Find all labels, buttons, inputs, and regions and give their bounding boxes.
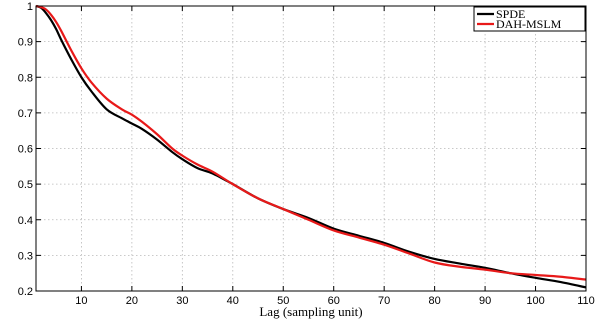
y-tick-label: 0.8: [18, 72, 33, 84]
series-line-dah-mslm: [35, 4, 587, 281]
x-tick-label: 60: [328, 295, 340, 307]
y-tick-label: 0.5: [18, 179, 33, 191]
ticks: 10 20 30 40 50 60 70 80 90 100 110 0.2 0.3 0.4 0.5 0.6 0…: [18, 1, 595, 307]
y-tick-label: 0.4: [18, 215, 33, 227]
x-tick-label: 30: [176, 295, 188, 307]
y-tick-label: 1: [27, 1, 33, 13]
x-tick-label: 20: [126, 295, 138, 307]
legend-label: DAH-MSLM: [496, 17, 562, 31]
x-tick-label: 80: [428, 295, 440, 307]
y-tick-label: 0.6: [18, 144, 33, 156]
y-tick-label: 0.3: [18, 250, 33, 262]
series-group: [35, 4, 587, 289]
x-axis-label: Lag (sampling unit): [259, 304, 362, 319]
legend-label: SPDE: [496, 7, 525, 21]
legend-box: [473, 6, 586, 32]
x-tick-label: 90: [479, 295, 491, 307]
y-tick-label: 0.7: [18, 108, 33, 120]
x-tick-label: 100: [526, 295, 544, 307]
plot-background: [36, 6, 586, 291]
x-tick-label: 10: [75, 295, 87, 307]
series-line-spde: [35, 4, 587, 289]
y-tick-label: 0.9: [18, 37, 33, 49]
x-tick-label: 40: [227, 295, 239, 307]
y-tick-label: 0.2: [18, 286, 33, 298]
x-tick-label: 50: [277, 295, 289, 307]
x-tick-label: 70: [378, 295, 390, 307]
x-tick-label: 110: [577, 295, 595, 307]
